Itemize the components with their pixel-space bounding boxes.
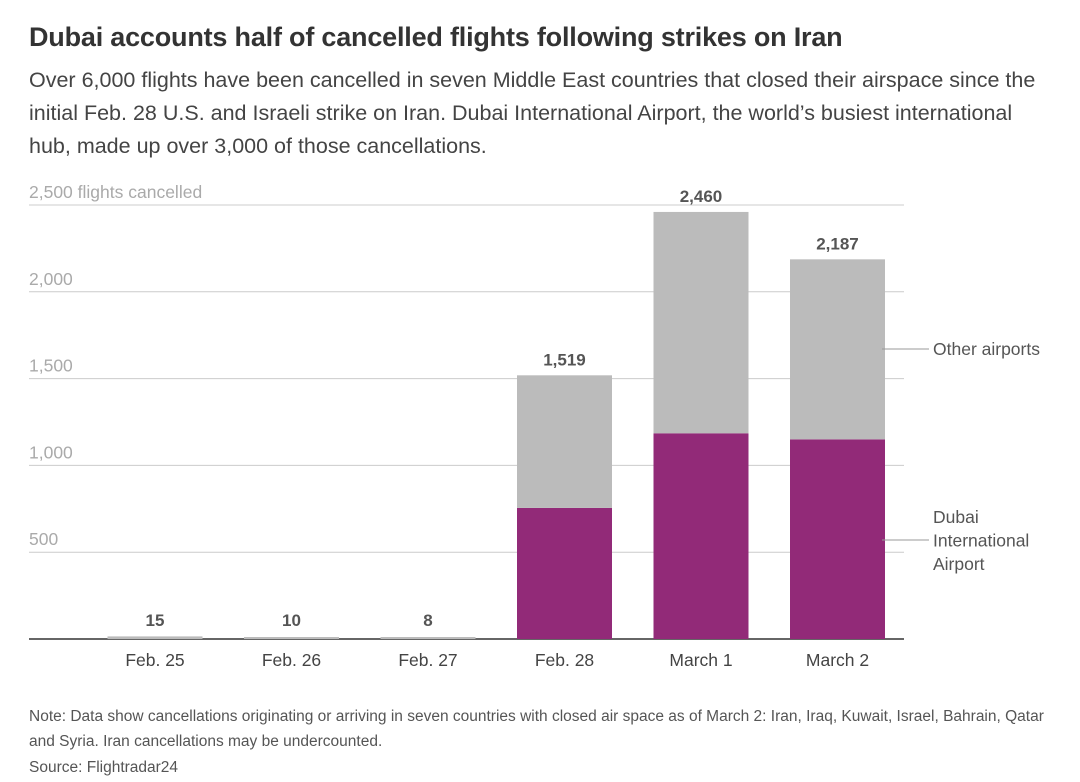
bar-dubai-segment (790, 439, 885, 639)
data-labels: 15 Feb. 25 10 Feb. 26 8 Feb. 27 1,519 Feb. 28 2,… (125, 187, 869, 670)
bar-dubai-segment (517, 507, 612, 639)
x-tick-label: Feb. 28 (535, 650, 594, 670)
total-label: 2,460 (680, 187, 723, 206)
chart-source: Source: Flightradar24 (29, 759, 179, 776)
x-tick-label: Feb. 26 (262, 650, 321, 670)
bar-other-segment (380, 637, 476, 639)
bar-dubai-segment (653, 433, 749, 639)
chart-note: Note: Data show cancellations originatin… (29, 708, 1044, 750)
x-tick-label: Feb. 25 (125, 650, 184, 670)
legend-label-other-airports: Other airports (933, 339, 1040, 359)
y-tick-label: 1,500 (29, 356, 73, 376)
x-tick-label: March 1 (669, 650, 732, 670)
bar-other-segment (653, 211, 749, 434)
total-label: 15 (146, 611, 165, 630)
total-label: 10 (282, 611, 301, 630)
total-label: 8 (423, 611, 432, 630)
chart-subtitle: Over 6,000 flights have been cancelled i… (29, 68, 1036, 158)
y-tick-label: 500 (29, 529, 58, 549)
stacked-bar-chart: 500 1,000 1,500 2,000 2,500 flights cancelle… (29, 182, 1040, 670)
y-tick-label: 1,000 (29, 442, 73, 462)
gridlines: 500 1,000 1,500 2,000 2,500 flights cancelle… (29, 182, 904, 640)
y-tick-label: 2,500 flights cancelled (29, 182, 202, 202)
bar-other-segment (107, 636, 203, 639)
bars (107, 211, 885, 639)
legend-label-dubai-line: Airport (933, 554, 985, 574)
x-tick-label: March 2 (806, 650, 869, 670)
legend-label-dubai-line: Dubai (933, 507, 979, 527)
legend-label-dubai-line: International (933, 531, 1029, 551)
total-label: 1,519 (543, 350, 586, 369)
x-tick-label: Feb. 27 (398, 650, 457, 670)
bar-other-segment (517, 375, 612, 508)
total-label: 2,187 (816, 234, 859, 253)
y-tick-label: 2,000 (29, 269, 73, 289)
legend: Other airports Dubai International Airport (882, 339, 1040, 574)
bar-other-segment (790, 259, 885, 440)
chart-title: Dubai accounts half of cancelled flights… (29, 22, 843, 52)
bar-other-segment (244, 637, 339, 639)
